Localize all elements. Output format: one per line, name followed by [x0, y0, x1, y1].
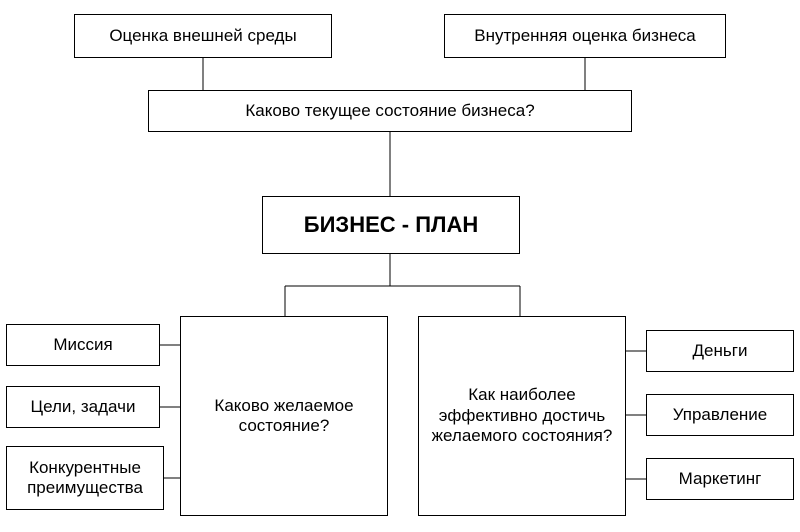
- node-desired-state: Каково желаемое состояние?: [180, 316, 388, 516]
- node-internal-business: Внутренняя оценка бизнеса: [444, 14, 726, 58]
- node-label: Внутренняя оценка бизнеса: [474, 26, 696, 46]
- node-label: Каково желаемое состояние?: [187, 396, 381, 437]
- node-label: Оценка внешней среды: [109, 26, 296, 46]
- node-external-environment: Оценка внешней среды: [74, 14, 332, 58]
- node-mission: Миссия: [6, 324, 160, 366]
- node-business-plan: БИЗНЕС - ПЛАН: [262, 196, 520, 254]
- node-label: Каково текущее состояние бизнеса?: [245, 101, 534, 121]
- node-label: Маркетинг: [679, 469, 762, 489]
- node-label: БИЗНЕС - ПЛАН: [304, 212, 478, 238]
- node-current-state: Каково текущее состояние бизнеса?: [148, 90, 632, 132]
- node-label: Миссия: [53, 335, 112, 355]
- node-label: Деньги: [693, 341, 748, 361]
- node-label: Как наиболее эффективно достичь желаемог…: [425, 385, 619, 446]
- node-advantages: Конкурентные преимущества: [6, 446, 164, 510]
- node-money: Деньги: [646, 330, 794, 372]
- node-marketing: Маркетинг: [646, 458, 794, 500]
- node-how-to-achieve: Как наиболее эффективно достичь желаемог…: [418, 316, 626, 516]
- node-goals: Цели, задачи: [6, 386, 160, 428]
- node-label: Цели, задачи: [31, 397, 136, 417]
- node-label: Конкурентные преимущества: [13, 458, 157, 499]
- node-label: Управление: [673, 405, 768, 425]
- node-management: Управление: [646, 394, 794, 436]
